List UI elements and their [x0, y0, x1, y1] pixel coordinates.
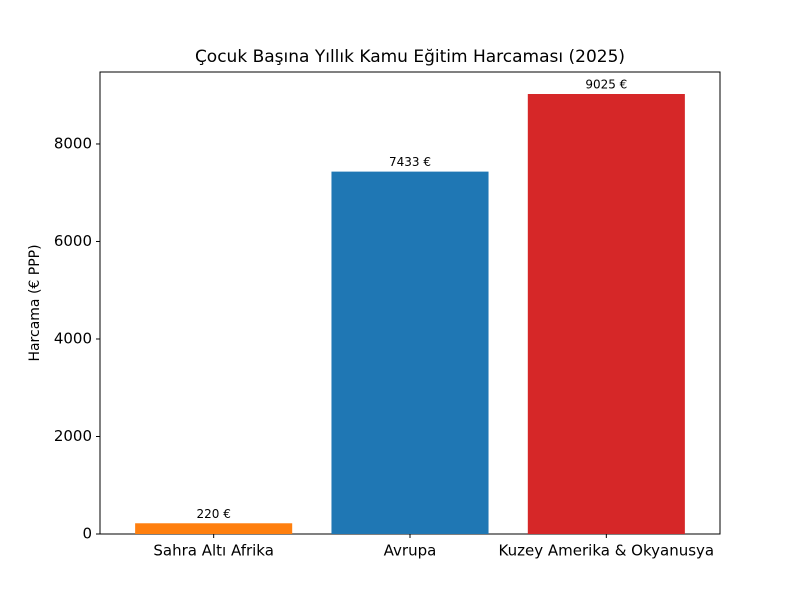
value-label: 220 €	[196, 507, 230, 521]
value-label: 7433 €	[389, 155, 431, 169]
y-tick-label: 8000	[54, 134, 92, 152]
y-tick-label: 6000	[54, 232, 92, 250]
y-axis-label: Harcama (€ PPP)	[27, 244, 43, 361]
bar	[527, 94, 685, 534]
chart-title: Çocuk Başına Yıllık Kamu Eğitim Harcamas…	[195, 47, 625, 67]
x-tick-label: Sahra Altı Afrika	[153, 542, 274, 560]
y-tick-label: 4000	[54, 329, 92, 347]
x-tick-label: Avrupa	[384, 542, 437, 560]
y-tick-label: 0	[82, 525, 92, 543]
value-label: 9025 €	[585, 78, 627, 92]
bar	[135, 523, 293, 534]
y-tick-label: 2000	[54, 427, 92, 445]
bar	[331, 171, 489, 534]
x-tick-label: Kuzey Amerika & Okyanusya	[499, 542, 715, 560]
